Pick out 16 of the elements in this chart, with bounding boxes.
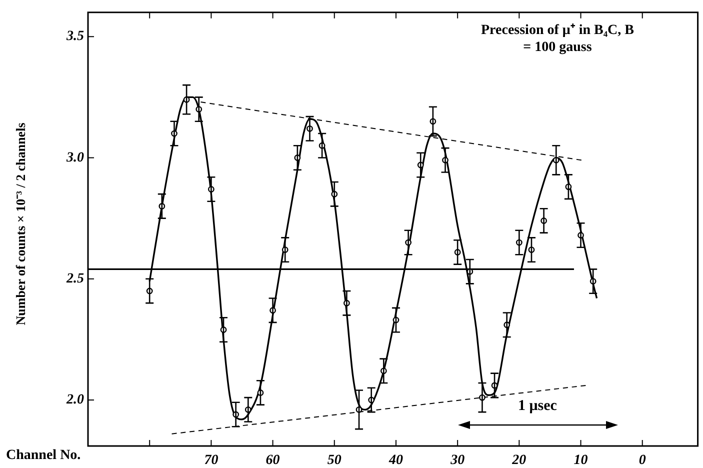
x-tick-label: 0 [638, 453, 646, 468]
annotation: 1 μsec [517, 398, 558, 415]
x-tick-label: 70 [204, 453, 218, 468]
x-tick-label: 10 [574, 453, 588, 468]
y-axis-title: Number of counts × 10⁻³ / 2 channels [12, 122, 29, 328]
x-tick-label: 40 [388, 453, 403, 468]
y-tick-label: 3.0 [66, 150, 84, 166]
x-tick-label: 50 [327, 453, 342, 468]
y-tick-label: 2.0 [66, 392, 84, 408]
x-tick-label: 30 [450, 453, 465, 468]
x-axis-title: Channel No. [6, 448, 81, 464]
y-tick-label: 2.5 [66, 271, 84, 286]
text: Precession of μ⁺ in B₄C, B = 100 gauss [480, 22, 635, 56]
y-tick-label: 3.5 [66, 29, 84, 44]
x-tick-label: 60 [266, 453, 280, 468]
x-tick-label: 20 [511, 453, 526, 468]
